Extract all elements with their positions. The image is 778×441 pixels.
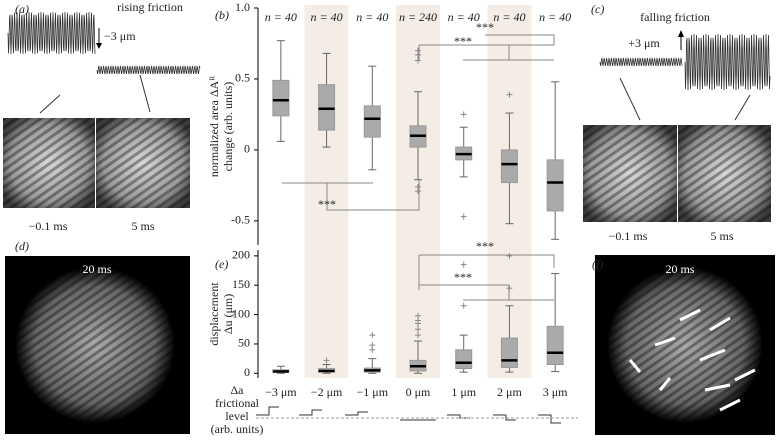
n-label: n = 40 <box>311 10 343 24</box>
waveform <box>599 57 683 67</box>
outlier <box>369 342 376 349</box>
outlier <box>415 188 421 195</box>
y-axis-label: change (arb. units) <box>221 82 235 172</box>
panel-label: (c) <box>591 2 604 16</box>
significance: *** <box>454 270 472 284</box>
level-label: level <box>225 409 249 423</box>
box <box>455 349 473 370</box>
n-label: n = 40 <box>493 10 525 24</box>
x-tick-label: 2 μm <box>497 385 522 399</box>
box <box>546 159 564 212</box>
y-tick-label: -0.5 <box>231 213 250 227</box>
panel-label: (d) <box>15 239 29 253</box>
significance: *** <box>318 197 336 211</box>
caption: rising friction <box>117 0 183 14</box>
significance: *** <box>476 20 494 34</box>
y-tick-label: 100 <box>232 306 250 320</box>
outlier <box>460 261 467 268</box>
outlier <box>460 213 467 220</box>
outlier <box>460 111 467 118</box>
n-label: n = 40 <box>539 10 571 24</box>
y-axis-label: Δu (μm) <box>221 294 235 334</box>
significance: *** <box>454 34 472 48</box>
x-tick-label: −3 μm <box>265 385 297 399</box>
panel-label: (e) <box>215 257 228 271</box>
box <box>546 325 564 365</box>
panel-label: (a) <box>15 2 29 16</box>
box <box>500 149 518 184</box>
outlier <box>506 252 513 259</box>
n-label: n = 40 <box>356 10 388 24</box>
caption: 5 ms <box>131 219 154 233</box>
x-tick-label: 1 μm <box>451 385 476 399</box>
caption: +3 μm <box>628 36 660 50</box>
x-tick-label: 0 μm <box>406 385 431 399</box>
outlier <box>369 332 376 339</box>
box <box>318 84 336 131</box>
outlier <box>415 326 421 333</box>
outlier <box>323 357 330 364</box>
caption: −0.1 ms <box>609 229 648 243</box>
panel-label: (f) <box>592 257 603 271</box>
caption: 5 ms <box>710 229 733 243</box>
n-label: n = 40 <box>448 10 480 24</box>
x-tick-label: −2 μm <box>311 385 343 399</box>
x-tick-label: 3 μm <box>543 385 568 399</box>
box <box>500 337 518 368</box>
waveform <box>96 65 201 75</box>
significance: *** <box>476 239 494 253</box>
level-label: Δa <box>230 383 244 397</box>
outlier <box>415 47 421 54</box>
level-label: frictional <box>215 396 260 410</box>
outlier <box>506 285 513 292</box>
caption: −3 μm <box>104 29 136 43</box>
n-label: n = 40 <box>265 10 297 24</box>
outlier <box>415 332 421 339</box>
y-axis-label: displacement <box>207 282 221 346</box>
level-label: (arb. units) <box>211 422 264 436</box>
outlier <box>415 57 421 64</box>
outlier <box>460 302 467 309</box>
y-tick-label: 150 <box>232 277 250 291</box>
outlier <box>506 91 513 98</box>
waveform <box>7 11 96 55</box>
box <box>272 79 290 117</box>
y-tick-label: 200 <box>232 248 250 262</box>
y-tick-label: 1.0 <box>235 0 250 14</box>
layout <box>3 28 775 435</box>
outlier <box>415 312 421 319</box>
box <box>363 105 381 138</box>
y-tick-label: 0 <box>244 365 250 379</box>
caption: 20 ms <box>82 262 111 276</box>
x-tick-label: −1 μm <box>357 385 389 399</box>
panel-label: (b) <box>215 8 229 22</box>
caption: 20 ms <box>665 262 694 276</box>
caption: falling friction <box>640 10 710 24</box>
n-label: n = 240 <box>399 10 437 24</box>
caption: −0.1 ms <box>29 219 68 233</box>
y-tick-label: 0 <box>244 142 250 156</box>
y-tick-label: 0.5 <box>235 71 250 85</box>
y-tick-label: 50 <box>238 336 250 350</box>
y-axis-label: normalized area ΔAᴿ <box>207 76 221 177</box>
waveform <box>684 33 771 91</box>
